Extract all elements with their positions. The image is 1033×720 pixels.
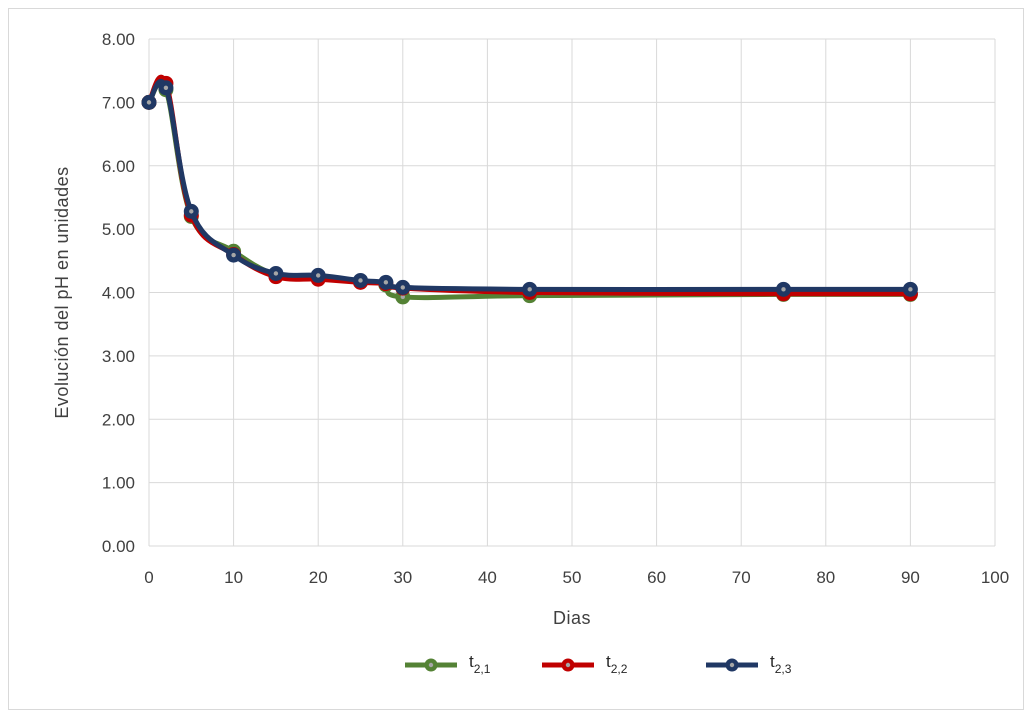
data-point-center — [189, 209, 194, 214]
legend: t2,1 t2,2 t2,3 — [405, 652, 792, 676]
data-point-center — [163, 85, 169, 90]
data-point-center — [781, 287, 786, 292]
y-tick-label: 1.00 — [102, 474, 135, 493]
chart-area — [8, 8, 1024, 710]
data-point-center — [146, 100, 152, 105]
data-point-center — [383, 280, 389, 285]
x-tick-label: 70 — [732, 568, 751, 587]
x-tick-label: 10 — [224, 568, 243, 587]
x-tick-label: 30 — [393, 568, 412, 587]
y-tick-label: 0.00 — [102, 537, 135, 556]
data-point-center — [908, 287, 913, 292]
tick-labels: 0.00 1.00 2.00 3.00 4.00 5.00 6.00 7.00 8.00 0 10 2… — [102, 30, 1009, 587]
data-point-center — [400, 294, 405, 300]
legend-swatch-center — [729, 662, 735, 668]
data-point-center — [316, 273, 321, 278]
y-tick-label: 6.00 — [102, 157, 135, 176]
x-axis-title: Dias — [553, 608, 591, 628]
y-tick-label: 2.00 — [102, 410, 135, 429]
legend-item: t2,1 — [405, 652, 491, 676]
x-tick-label: 90 — [901, 568, 920, 587]
legend-item: t2,2 — [542, 652, 628, 676]
y-tick-label: 8.00 — [102, 30, 135, 49]
x-tick-label: 0 — [144, 568, 153, 587]
legend-swatch-center — [565, 662, 571, 668]
legend-item: t2,3 — [706, 652, 792, 676]
y-tick-label: 3.00 — [102, 347, 135, 366]
x-tick-label: 60 — [647, 568, 666, 587]
y-axis-title: Evolución del pH en unidades — [52, 166, 72, 418]
legend-label: t2,3 — [770, 652, 792, 676]
data-point-center — [358, 278, 363, 283]
y-tick-label: 7.00 — [102, 93, 135, 112]
x-tick-label: 20 — [309, 568, 328, 587]
data-point-center — [400, 285, 405, 290]
series-layer — [141, 74, 918, 305]
legend-swatch-center — [428, 662, 434, 668]
legend-label: t2,2 — [606, 652, 628, 676]
x-tick-label: 80 — [816, 568, 835, 587]
y-tick-label: 4.00 — [102, 284, 135, 303]
x-tick-label: 50 — [563, 568, 582, 587]
series-line — [146, 74, 913, 297]
x-tick-label: 40 — [478, 568, 497, 587]
series-line — [146, 78, 913, 292]
series-line — [146, 80, 913, 301]
legend-label: t2,1 — [469, 652, 491, 676]
data-point-center — [231, 252, 236, 258]
data-point-center — [273, 271, 279, 276]
x-tick-label: 100 — [981, 568, 1009, 587]
data-point-center — [527, 287, 532, 292]
series-3 — [141, 78, 918, 297]
y-tick-label: 5.00 — [102, 220, 135, 239]
